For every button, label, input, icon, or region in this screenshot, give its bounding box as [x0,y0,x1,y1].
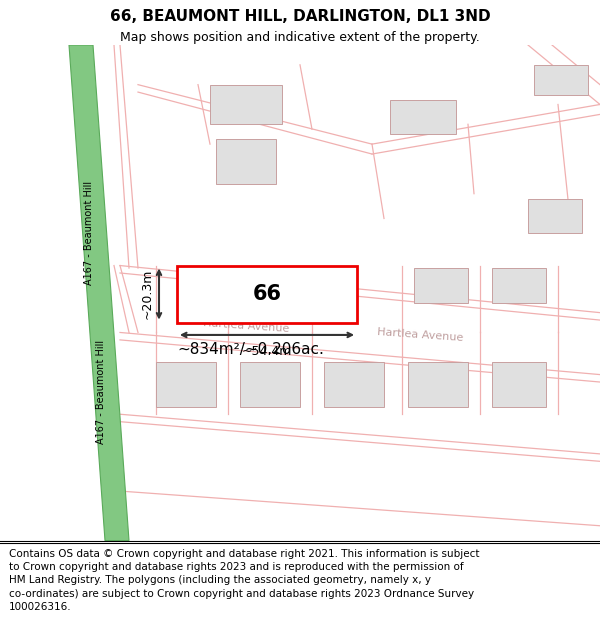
Bar [156,362,216,407]
Bar [177,266,357,322]
Bar [492,268,546,302]
Text: ~20.3m: ~20.3m [140,269,154,319]
Bar [324,362,384,407]
Bar [408,362,468,407]
Text: ~834m²/~0.206ac.: ~834m²/~0.206ac. [177,342,324,357]
Bar [240,362,300,407]
Polygon shape [69,45,129,541]
Bar [492,362,546,407]
Bar [534,65,588,94]
Text: 66, BEAUMONT HILL, DARLINGTON, DL1 3ND: 66, BEAUMONT HILL, DARLINGTON, DL1 3ND [110,9,490,24]
Text: Map shows position and indicative extent of the property.: Map shows position and indicative extent… [120,31,480,44]
Text: Hartlea Avenue: Hartlea Avenue [203,319,289,334]
Text: A167 - Beaumont Hill: A167 - Beaumont Hill [84,181,94,286]
Bar [210,84,282,124]
Text: ~54.4m: ~54.4m [242,345,292,358]
Text: 66: 66 [253,284,281,304]
Text: Contains OS data © Crown copyright and database right 2021. This information is : Contains OS data © Crown copyright and d… [9,549,479,612]
Text: Hartlea Avenue: Hartlea Avenue [377,327,463,343]
Bar [414,268,468,302]
Bar [390,99,456,134]
Bar [216,139,276,184]
Text: A167 - Beaumont Hill: A167 - Beaumont Hill [96,340,106,444]
Bar [528,199,582,233]
